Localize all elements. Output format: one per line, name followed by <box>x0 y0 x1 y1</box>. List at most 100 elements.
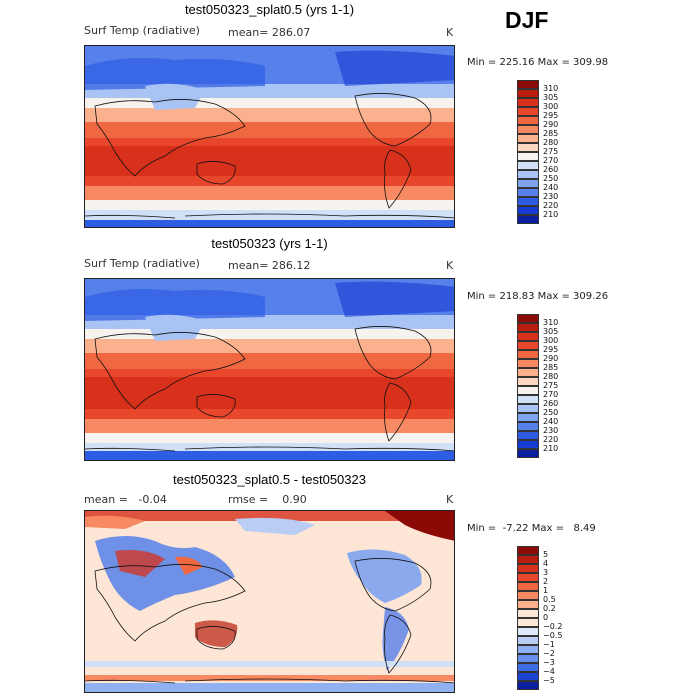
colorbar-label: 260 <box>543 165 559 174</box>
mean-label: mean = -0.04 <box>84 493 167 506</box>
colorbar-swatch <box>517 564 539 573</box>
colorbar-swatch <box>517 368 539 377</box>
rmse-label: rmse = 0.90 <box>228 493 307 506</box>
panel-title: test050323_splat0.5 (yrs 1-1) <box>184 2 355 17</box>
min-max-label: Min = 225.16 Max = 309.98 <box>467 57 609 68</box>
colorbar-swatch <box>517 609 539 618</box>
colorbar-label: 250 <box>543 408 559 417</box>
colorbar-swatch <box>517 197 539 206</box>
colorbar-swatch <box>517 431 539 440</box>
colorbar-swatch <box>517 449 539 458</box>
colorbar-swatch <box>517 591 539 600</box>
colorbar-swatch <box>517 80 539 89</box>
panel-title: test050323 (yrs 1-1) <box>211 236 328 251</box>
colorbar-label: −5 <box>543 676 555 685</box>
temperature-map <box>84 278 455 461</box>
mean-label: mean= 286.07 <box>228 26 311 39</box>
colorbar-label: 300 <box>543 102 559 111</box>
colorbar-label: 300 <box>543 336 559 345</box>
colorbar-label: 285 <box>543 129 559 138</box>
colorbar-swatch <box>517 555 539 564</box>
colorbar-swatch <box>517 98 539 107</box>
colorbar-swatch <box>517 645 539 654</box>
colorbar-swatch <box>517 161 539 170</box>
variable-label: Surf Temp (radiative) <box>84 24 200 37</box>
colorbar-label: 290 <box>543 354 559 363</box>
colorbar-swatch <box>517 636 539 645</box>
colorbar-label: 280 <box>543 372 559 381</box>
colorbar-swatch <box>517 627 539 636</box>
colorbar-swatch <box>517 582 539 591</box>
colorbar-swatch <box>517 179 539 188</box>
colorbar-label: 0.2 <box>543 604 556 613</box>
colorbar-label: 230 <box>543 426 559 435</box>
colorbar-swatch <box>517 125 539 134</box>
colorbar-swatch <box>517 152 539 161</box>
colorbar-label: 240 <box>543 183 559 192</box>
colorbar-label: 260 <box>543 399 559 408</box>
colorbar-label: 275 <box>543 381 559 390</box>
colorbar-swatch <box>517 377 539 386</box>
colorbar-label: 0 <box>543 613 549 622</box>
colorbar-label: −3 <box>543 658 555 667</box>
colorbar-label: 210 <box>543 210 559 219</box>
min-max-label: Min = -7.22 Max = 8.49 <box>467 523 596 534</box>
colorbar-label: 220 <box>543 435 559 444</box>
colorbar-label: 305 <box>543 93 559 102</box>
colorbar-swatch <box>517 573 539 582</box>
colorbar-swatch <box>517 386 539 395</box>
colorbar-label: 295 <box>543 345 559 354</box>
colorbar-label: 280 <box>543 138 559 147</box>
colorbar-label: −1 <box>543 640 555 649</box>
unit-label: K <box>446 259 454 272</box>
colorbar-label: 1 <box>543 586 549 595</box>
colorbar-swatch <box>517 404 539 413</box>
season-label: DJF <box>505 7 549 33</box>
colorbar-swatch <box>517 323 539 332</box>
unit-label: K <box>446 26 454 39</box>
colorbar-label: 3 <box>543 568 549 577</box>
colorbar-swatch <box>517 116 539 125</box>
colorbar-swatch <box>517 546 539 555</box>
colorbar-swatch <box>517 654 539 663</box>
colorbar-swatch <box>517 395 539 404</box>
colorbar-label: −0.2 <box>543 622 563 631</box>
colorbar-swatch <box>517 681 539 690</box>
colorbar-swatch <box>517 618 539 627</box>
colorbar-label: −4 <box>543 667 555 676</box>
colorbar-label: 5 <box>543 550 549 559</box>
colorbar-swatch <box>517 188 539 197</box>
colorbar-swatch <box>517 663 539 672</box>
panel-title: test050323_splat0.5 - test050323 <box>173 472 366 487</box>
colorbar-swatch <box>517 600 539 609</box>
colorbar-swatch <box>517 215 539 224</box>
colorbar-label: 230 <box>543 192 559 201</box>
colorbar-swatch <box>517 413 539 422</box>
colorbar-label: 270 <box>543 156 559 165</box>
colorbar-label: 270 <box>543 390 559 399</box>
colorbar-swatch <box>517 422 539 431</box>
colorbar-label: 4 <box>543 559 549 568</box>
colorbar-label: 220 <box>543 201 559 210</box>
difference-map <box>84 510 455 693</box>
colorbar-label: −2 <box>543 649 555 658</box>
colorbar-label: 2 <box>543 577 549 586</box>
colorbar-swatch <box>517 170 539 179</box>
colorbar-label: 295 <box>543 111 559 120</box>
unit-label: K <box>446 493 454 506</box>
colorbar-swatch <box>517 143 539 152</box>
colorbar-label: 310 <box>543 84 559 93</box>
colorbar-label: 0.5 <box>543 595 556 604</box>
colorbar-label: −0.5 <box>543 631 563 640</box>
colorbar-swatch <box>517 206 539 215</box>
colorbar-label: 210 <box>543 444 559 453</box>
colorbar-label: 275 <box>543 147 559 156</box>
colorbar-label: 290 <box>543 120 559 129</box>
colorbar-swatch <box>517 134 539 143</box>
colorbar-label: 310 <box>543 318 559 327</box>
temperature-map <box>84 45 455 228</box>
variable-label: Surf Temp (radiative) <box>84 257 200 270</box>
colorbar-swatch <box>517 314 539 323</box>
colorbar-swatch <box>517 341 539 350</box>
mean-label: mean= 286.12 <box>228 259 311 272</box>
